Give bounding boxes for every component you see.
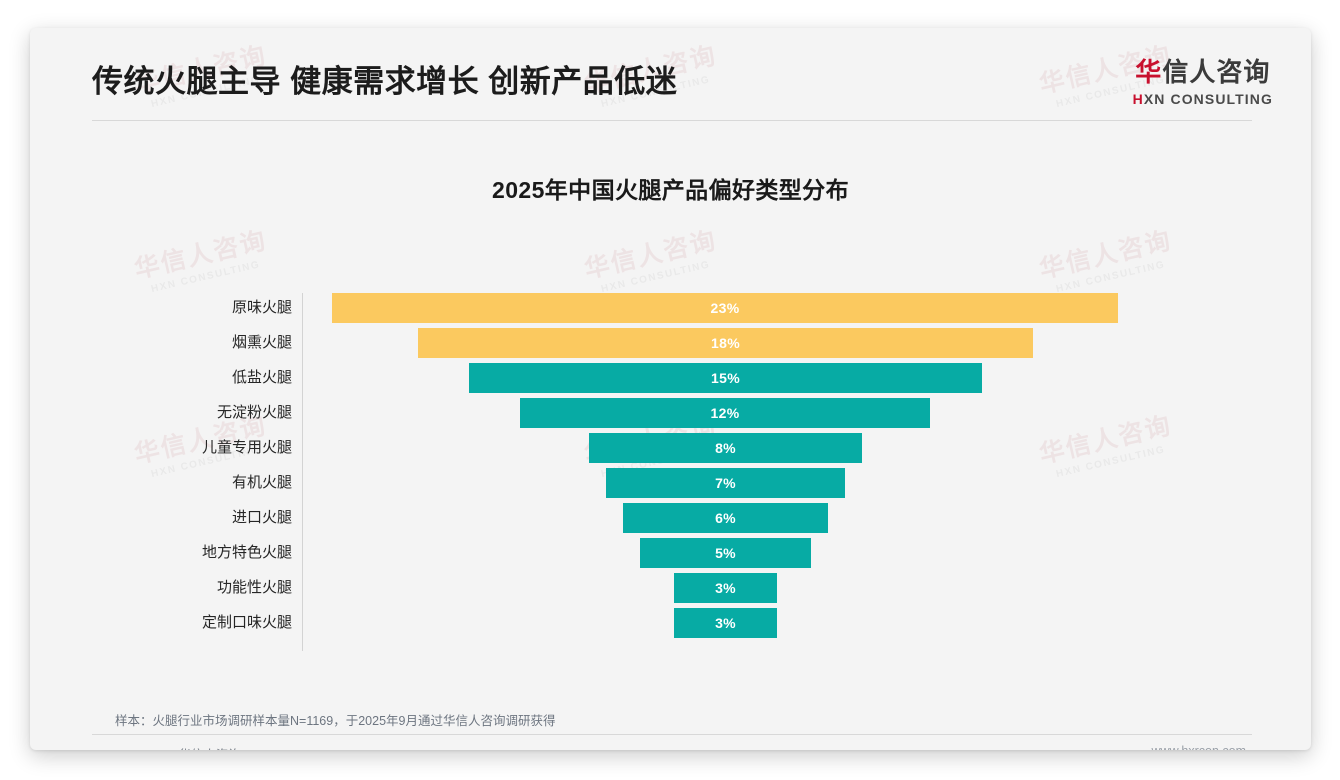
source-footnote: 样本：火腿行业市场调研样本量N=1169，于2025年9月通过华信人咨询调研获得 — [115, 714, 556, 728]
funnel-bar-value: 15% — [711, 370, 740, 386]
funnel-bar-value: 18% — [711, 335, 740, 351]
funnel-row[interactable]: 原味火腿 23% — [30, 293, 1311, 323]
slide-footer: ©2025.11 HXR华信人咨询 www.hxrcon.com — [30, 734, 1311, 750]
funnel-bar[interactable]: 15% — [469, 363, 982, 393]
page-title: 传统火腿主导 健康需求增长 创新产品低迷 — [92, 64, 678, 99]
funnel-bar[interactable]: 23% — [332, 293, 1118, 323]
funnel-category-label: 儿童专用火腿 — [201, 439, 292, 456]
logo-chinese-text: 华信人咨询 — [1133, 59, 1273, 85]
funnel-bar-value: 3% — [715, 615, 736, 631]
footer-website[interactable]: www.hxrcon.com — [1152, 744, 1246, 750]
logo-cn-rest: 信人咨询 — [1162, 57, 1271, 87]
funnel-bar[interactable]: 5% — [640, 538, 811, 568]
funnel-row[interactable]: 功能性火腿 3% — [30, 573, 1311, 603]
funnel-bar-value: 23% — [710, 300, 740, 316]
y-axis-line — [302, 293, 303, 651]
logo-en-rest: XN CONSULTING — [1143, 91, 1273, 107]
funnel-row[interactable]: 有机火腿 7% — [30, 468, 1311, 498]
footer-copyright: ©2025.11 HXR华信人咨询 — [95, 744, 241, 750]
funnel-row[interactable]: 烟熏火腿 18% — [30, 328, 1311, 358]
funnel-category-label: 烟熏火腿 — [231, 334, 292, 351]
funnel-bar[interactable]: 7% — [606, 468, 845, 498]
slide-header: 传统火腿主导 健康需求增长 创新产品低迷 华信人咨询 HXN CONSULTIN… — [30, 28, 1311, 121]
funnel-row[interactable]: 地方特色火腿 5% — [30, 538, 1311, 568]
funnel-row[interactable]: 儿童专用火腿 8% — [30, 433, 1311, 463]
logo-english-text: HXN CONSULTING — [1133, 92, 1273, 106]
funnel-bar-value: 5% — [715, 545, 736, 561]
funnel-bar[interactable]: 6% — [623, 503, 828, 533]
funnel-bar-value: 12% — [710, 405, 740, 421]
funnel-category-label: 定制口味火腿 — [201, 614, 292, 631]
funnel-category-label: 有机火腿 — [231, 474, 292, 491]
funnel-row[interactable]: 低盐火腿 15% — [30, 363, 1311, 393]
funnel-row[interactable]: 定制口味火腿 3% — [30, 608, 1311, 638]
funnel-category-label: 无淀粉火腿 — [216, 404, 292, 421]
funnel-bar-value: 8% — [715, 440, 736, 456]
funnel-bar[interactable]: 8% — [589, 433, 862, 463]
company-logo: 华信人咨询 HXN CONSULTING — [1133, 59, 1273, 106]
funnel-chart: 原味火腿 23% 烟熏火腿 18% 低盐火腿 15% 无淀粉火腿 12% 儿童专用火腿 8% 有机火… — [30, 260, 1311, 660]
logo-en-red-char: H — [1132, 91, 1144, 107]
funnel-bar-value: 7% — [715, 475, 736, 491]
funnel-bar[interactable]: 3% — [674, 573, 777, 603]
funnel-category-label: 功能性火腿 — [216, 579, 292, 596]
funnel-bar[interactable]: 18% — [418, 328, 1033, 358]
funnel-category-label: 低盐火腿 — [231, 369, 292, 386]
header-divider — [92, 120, 1252, 121]
slide-card: 华信人咨询 HXN CONSULTING 华信人咨询 HXN CONSULTING 华信… — [30, 28, 1311, 750]
funnel-category-label: 原味火腿 — [231, 299, 292, 316]
funnel-category-label: 进口火腿 — [231, 509, 292, 526]
funnel-bar-value: 3% — [715, 580, 736, 596]
funnel-category-label: 地方特色火腿 — [201, 544, 292, 561]
funnel-row[interactable]: 无淀粉火腿 12% — [30, 398, 1311, 428]
funnel-bar[interactable]: 12% — [520, 398, 930, 428]
footer-divider — [92, 734, 1252, 735]
funnel-bar[interactable]: 3% — [674, 608, 777, 638]
logo-cn-red-char: 华 — [1135, 57, 1163, 87]
funnel-bar-value: 6% — [715, 510, 736, 526]
chart-title: 2025年中国火腿产品偏好类型分布 — [492, 177, 849, 203]
funnel-row[interactable]: 进口火腿 6% — [30, 503, 1311, 533]
